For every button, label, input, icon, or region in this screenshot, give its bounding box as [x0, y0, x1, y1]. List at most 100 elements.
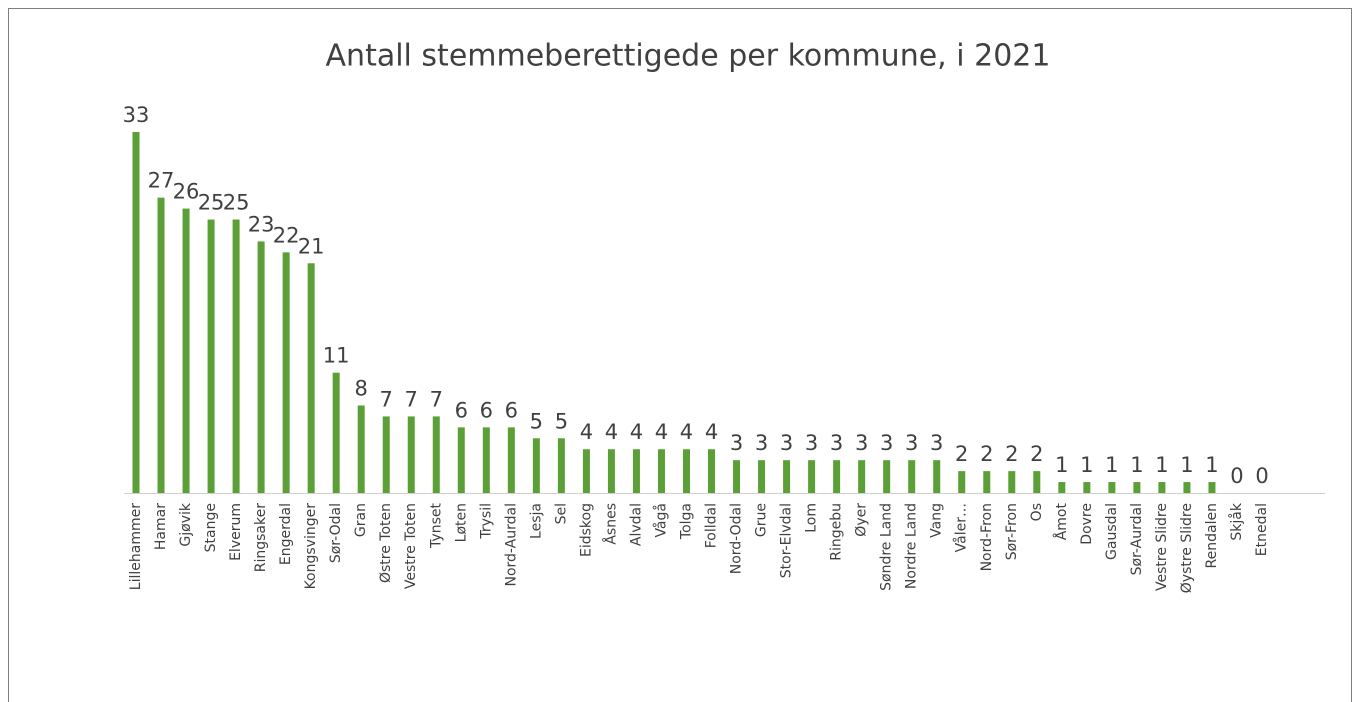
x-tick-label: Vestre Slidre	[1154, 503, 1170, 591]
data-label: 3	[855, 431, 868, 455]
x-tick-label: Tynset	[428, 503, 444, 549]
data-label: 1	[1055, 453, 1068, 477]
bar	[332, 372, 340, 493]
data-label: 3	[905, 431, 918, 455]
x-tick-label: Engerdal	[278, 503, 294, 565]
x-tick-label: Dovre	[1079, 503, 1095, 545]
x-tick-label: Nord-Aurdal	[503, 503, 519, 586]
chart-title: Antall stemmeberettigede per kommune, i …	[326, 39, 1051, 74]
data-label: 0	[1230, 464, 1243, 488]
x-tick-label: Gran	[353, 503, 369, 537]
bar	[883, 460, 891, 493]
x-tick-label: Nord-Fron	[979, 503, 995, 571]
x-tick-label: Nordre Land	[904, 503, 920, 589]
bar	[382, 416, 390, 493]
bar	[1033, 471, 1041, 493]
x-tick-label: Sør-Fron	[1004, 503, 1020, 560]
bar	[708, 449, 716, 493]
x-tick-label: Eidskog	[578, 503, 594, 557]
data-label: 2	[980, 442, 993, 466]
data-label: 2	[1005, 442, 1018, 466]
x-tick-label: Ringsaker	[253, 503, 269, 572]
bar	[1108, 482, 1116, 493]
data-label: 26	[173, 180, 200, 204]
x-tick-label: Skjåk	[1228, 502, 1245, 540]
bar	[682, 449, 690, 493]
bar	[532, 438, 540, 493]
x-tick-label: Gjøvik	[178, 502, 194, 546]
x-tick-label: Etnedal	[1254, 503, 1270, 556]
data-label: 3	[930, 431, 943, 455]
bar	[307, 263, 315, 493]
data-label: 1	[1180, 453, 1193, 477]
data-label: 11	[323, 344, 350, 368]
x-tick-label: Alvdal	[628, 503, 644, 546]
data-label: 1	[1155, 453, 1168, 477]
bar	[733, 460, 741, 493]
bar	[582, 449, 590, 493]
x-tick-label: Vang	[929, 503, 945, 538]
data-label: 4	[630, 420, 643, 444]
data-label: 21	[298, 234, 325, 258]
bar	[607, 449, 615, 493]
data-label: 1	[1080, 453, 1093, 477]
bar	[357, 405, 365, 493]
bar	[182, 208, 190, 494]
x-tick-label: Gausdal	[1104, 503, 1120, 560]
x-tick-label: Hamar	[153, 503, 169, 550]
x-tick-label: Åmot	[1053, 503, 1070, 541]
x-tick-label: Vestre Toten	[403, 503, 419, 589]
bar	[132, 132, 140, 493]
bar	[232, 219, 240, 494]
data-label: 5	[530, 409, 543, 433]
x-tick-label: Nord-Odal	[729, 503, 745, 574]
bar	[933, 460, 941, 493]
bar	[207, 219, 215, 494]
x-tick-label: Tolga	[678, 503, 694, 540]
data-label: 3	[830, 431, 843, 455]
data-label: 33	[123, 103, 150, 127]
data-label: 8	[355, 376, 368, 400]
x-tick-label: Sel	[553, 503, 569, 524]
bar	[983, 471, 991, 493]
x-tick-label: Østre Toten	[378, 503, 394, 583]
data-label: 4	[680, 420, 693, 444]
data-label: 3	[755, 431, 768, 455]
data-label: 2	[1030, 442, 1043, 466]
x-tick-label: Os	[1029, 503, 1045, 521]
data-label: 7	[380, 387, 393, 411]
bar	[908, 460, 916, 493]
data-label: 27	[148, 169, 175, 193]
bar	[1208, 482, 1216, 493]
chart-frame	[8, 8, 1352, 702]
data-label: 3	[730, 431, 743, 455]
data-label: 5	[555, 409, 568, 433]
data-label: 6	[480, 398, 493, 422]
bar	[1008, 471, 1016, 493]
bar	[482, 427, 490, 493]
data-label: 6	[505, 398, 518, 422]
data-label: 23	[248, 212, 275, 236]
x-tick-label: Søndre Land	[879, 503, 895, 591]
bar	[632, 449, 640, 493]
data-label: 4	[655, 420, 668, 444]
bar	[432, 416, 440, 493]
data-label: 25	[198, 191, 225, 215]
data-label: 4	[605, 420, 618, 444]
data-label: 1	[1105, 453, 1118, 477]
bar	[1158, 482, 1166, 493]
x-tick-label: Trysil	[478, 503, 494, 540]
bar	[457, 427, 465, 493]
x-tick-label: Øystre Slidre	[1179, 503, 1195, 593]
bar	[783, 460, 791, 493]
x-tick-label: Åsnes	[602, 503, 619, 545]
x-tick-label: Elverum	[228, 503, 244, 561]
data-label: 7	[430, 387, 443, 411]
data-label: 0	[1255, 464, 1268, 488]
x-tick-label: Kongsvinger	[303, 503, 319, 590]
x-tick-label: Øyer	[854, 503, 870, 537]
x-tick-label: Stor-Elvdal	[779, 503, 795, 578]
bar	[808, 460, 816, 493]
x-tick-label: Våler…	[953, 503, 970, 552]
data-label: 1	[1130, 453, 1143, 477]
